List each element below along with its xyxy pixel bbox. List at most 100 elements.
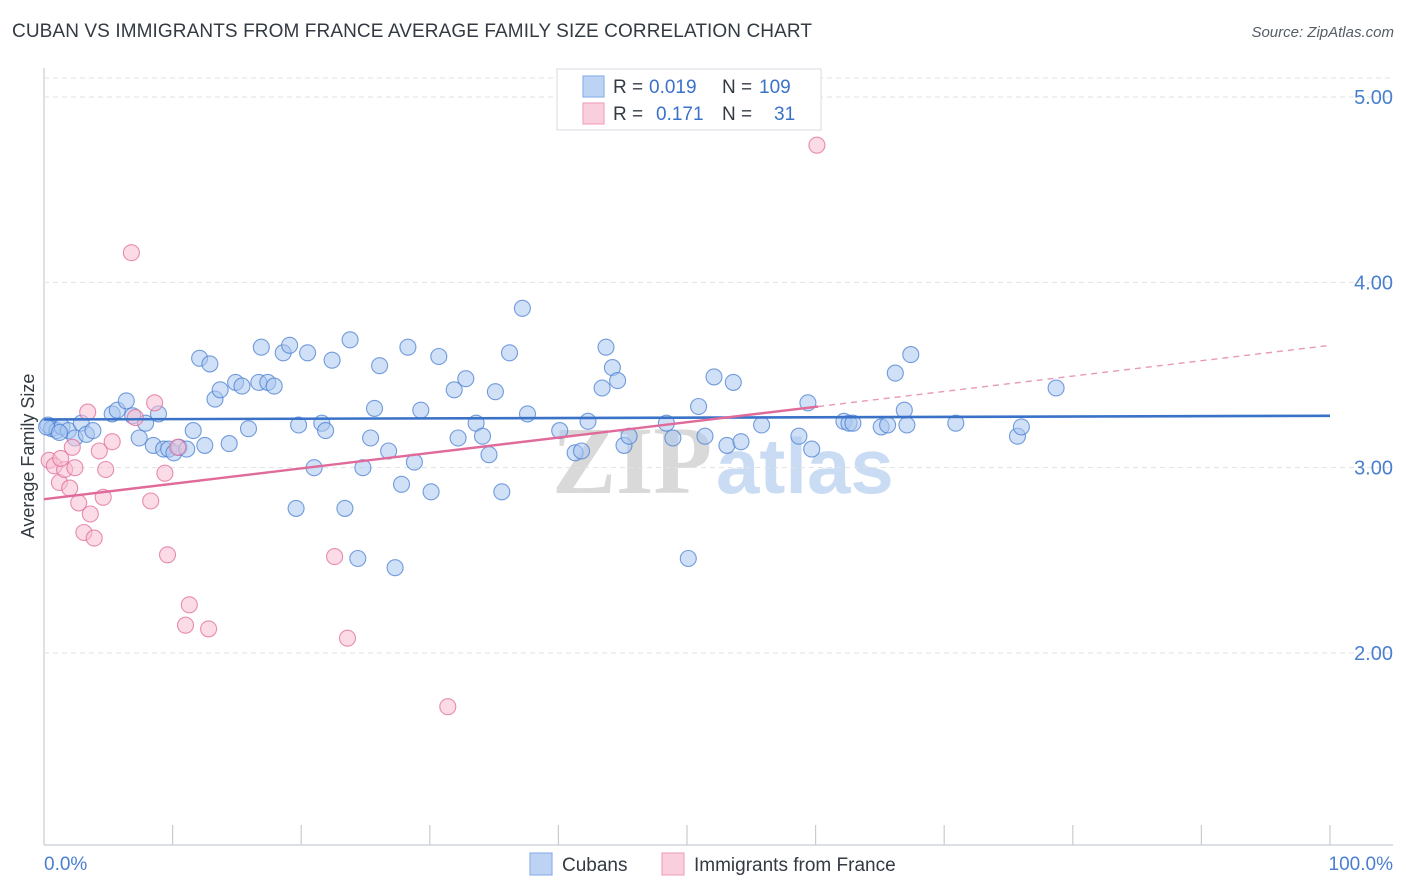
data-point-cubans — [518, 405, 537, 423]
y-tick-label: 5.00 — [1354, 87, 1393, 109]
data-point-cubans — [844, 414, 862, 432]
data-point-france — [146, 394, 164, 412]
data-point-cubans — [803, 440, 821, 458]
trend-line-cubans — [43, 414, 1331, 421]
data-point-cubans — [371, 357, 389, 375]
y-tick-label: 2.00 — [1354, 643, 1393, 665]
data-point-france — [81, 505, 99, 523]
data-point-cubans — [341, 331, 359, 349]
data-point-cubans — [233, 377, 251, 395]
data-point-france — [103, 433, 121, 451]
trend-line-france — [43, 405, 819, 501]
data-point-cubans — [879, 416, 897, 434]
legend-bottom: Cubans Immigrants from France — [529, 852, 896, 876]
data-point-cubans — [457, 370, 475, 388]
data-point-cubans — [323, 351, 341, 369]
data-point-france — [808, 136, 826, 154]
data-point-cubans — [252, 338, 270, 356]
data-point-cubans — [362, 429, 380, 447]
data-point-cubans — [349, 549, 367, 568]
legend-r-value-cubans: 0.019 — [649, 77, 697, 98]
legend-r-value-france: 0.171 — [656, 104, 704, 125]
data-point-cubans — [690, 397, 708, 416]
data-point-france — [169, 438, 187, 456]
data-point-cubans — [732, 433, 750, 451]
data-point-france — [338, 629, 357, 647]
data-point-cubans — [579, 412, 597, 430]
data-point-cubans — [239, 420, 258, 438]
series-immigrants-from-france — [40, 136, 826, 716]
data-point-france — [156, 464, 174, 482]
legend-r-label-france: R = — [613, 104, 643, 125]
data-point-cubans — [513, 299, 531, 317]
legend-n-value-france: 31 — [774, 104, 795, 125]
data-point-france — [180, 596, 198, 614]
data-point-cubans — [696, 427, 714, 445]
data-point-france — [439, 698, 457, 716]
trend-line-france-extension — [818, 344, 1331, 408]
data-point-cubans — [593, 379, 611, 397]
data-point-cubans — [196, 436, 214, 454]
data-point-cubans — [50, 423, 68, 442]
data-point-france — [122, 244, 140, 262]
data-point-france — [61, 479, 79, 497]
y-tick-label: 4.00 — [1354, 272, 1393, 294]
data-point-cubans — [724, 373, 742, 391]
data-point-cubans — [705, 368, 723, 386]
legend-bottom-label-france: Immigrants from France — [694, 855, 896, 876]
data-point-cubans — [480, 446, 498, 464]
data-point-cubans — [117, 392, 135, 410]
data-point-cubans — [317, 422, 335, 440]
data-point-france — [66, 459, 84, 477]
x-tick-label-min: 0.0% — [44, 854, 87, 875]
legend-swatch-cubans — [582, 75, 605, 98]
data-point-cubans — [265, 377, 283, 395]
data-point-cubans — [220, 435, 238, 453]
chart-title: CUBAN VS IMMIGRANTS FROM FRANCE AVERAGE … — [12, 21, 813, 42]
data-point-france — [142, 492, 160, 510]
data-point-france — [326, 548, 344, 566]
data-point-cubans — [412, 401, 430, 419]
data-point-france — [126, 409, 144, 427]
data-point-cubans — [354, 459, 372, 477]
legend-r-label-cubans: R = — [613, 77, 643, 98]
data-point-cubans — [790, 427, 808, 445]
data-point-cubans — [184, 422, 202, 440]
data-point-cubans — [486, 383, 504, 401]
data-point-cubans — [84, 422, 102, 440]
legend-n-label-france: N = — [722, 104, 752, 125]
data-point-cubans — [449, 429, 467, 447]
legend-n-label-cubans: N = — [722, 77, 752, 98]
data-point-france — [52, 449, 70, 467]
legend-swatch-france — [582, 102, 605, 125]
data-point-cubans — [898, 416, 916, 434]
data-point-cubans — [365, 399, 384, 417]
data-point-cubans — [753, 416, 771, 434]
legend-bottom-swatch-france — [661, 852, 685, 876]
data-point-cubans — [130, 429, 148, 447]
y-axis-label: Average Family Size — [18, 374, 38, 539]
data-point-cubans — [886, 364, 904, 382]
data-point-cubans — [902, 346, 920, 364]
series-cubans — [38, 299, 1065, 577]
data-point-cubans — [493, 483, 511, 501]
data-point-cubans — [718, 436, 736, 454]
data-point-cubans — [679, 549, 697, 568]
data-point-cubans — [336, 499, 354, 517]
legend-n-value-cubans: 109 — [759, 77, 791, 98]
data-point-cubans — [386, 559, 404, 577]
y-tick-labels: 2.00 3.00 4.00 5.00 — [1354, 87, 1393, 665]
data-point-cubans — [281, 336, 299, 354]
legend-top: R = 0.019 N = 109 R = 0.171 N = 31 — [556, 68, 822, 131]
data-point-cubans — [1012, 418, 1030, 436]
data-point-cubans — [211, 381, 229, 399]
legend-bottom-label-cubans: Cubans — [562, 855, 628, 876]
data-point-france — [85, 529, 103, 547]
trend-lines — [43, 344, 1331, 501]
data-point-cubans — [430, 347, 448, 366]
data-point-cubans — [399, 338, 417, 356]
data-point-cubans — [392, 475, 411, 493]
data-point-france — [97, 460, 115, 479]
data-point-cubans — [445, 381, 463, 399]
